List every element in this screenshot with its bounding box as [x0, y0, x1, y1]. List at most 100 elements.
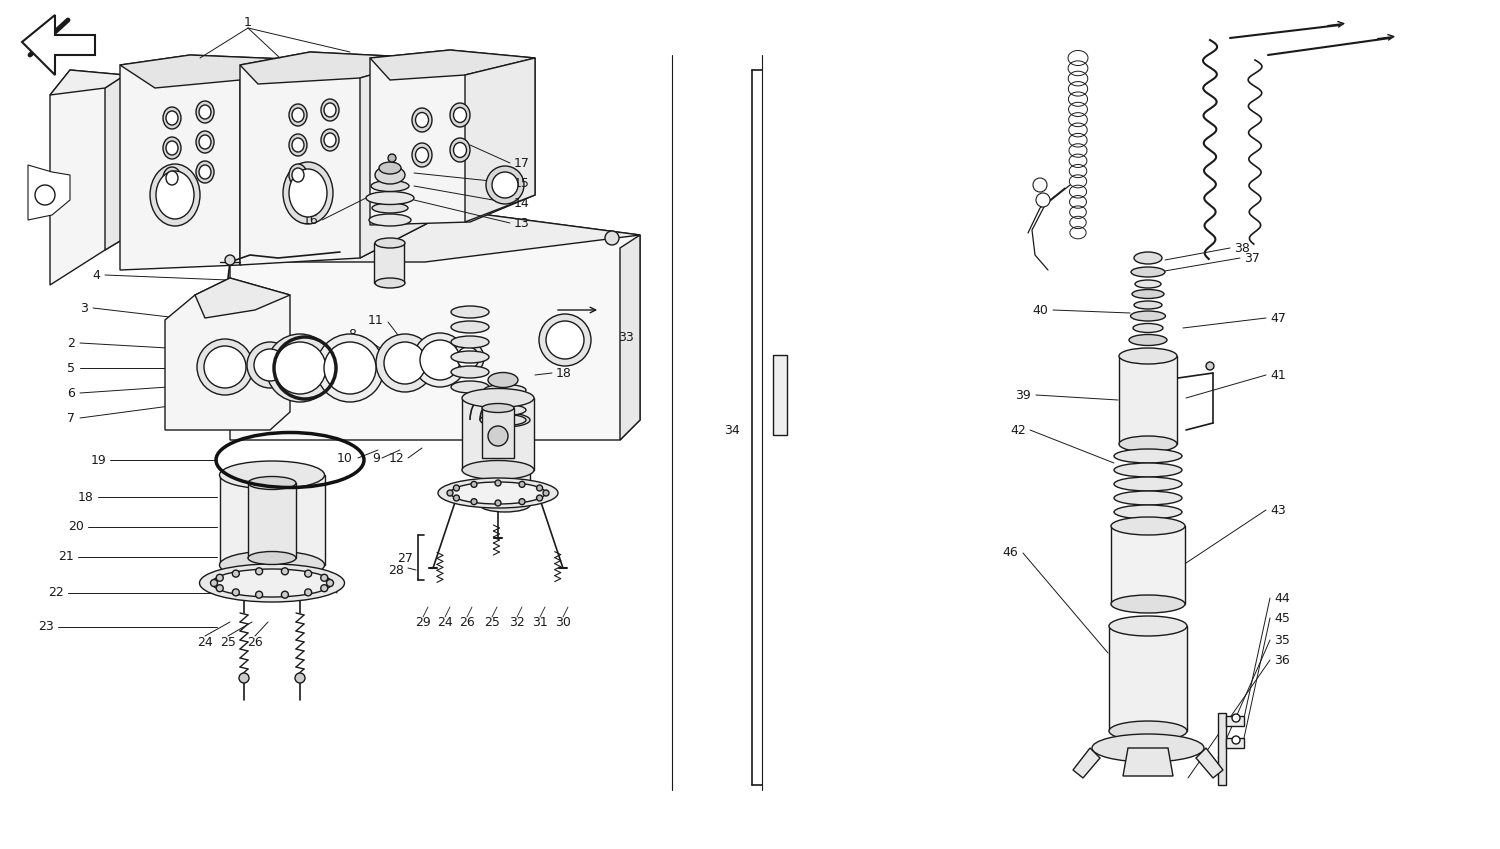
Circle shape [282, 591, 288, 599]
Ellipse shape [324, 342, 376, 394]
Ellipse shape [292, 138, 304, 152]
Text: 33: 33 [618, 330, 633, 344]
Circle shape [232, 571, 240, 577]
Polygon shape [28, 165, 70, 220]
Ellipse shape [413, 143, 432, 167]
Circle shape [304, 589, 312, 596]
Ellipse shape [1132, 323, 1162, 333]
Circle shape [488, 426, 508, 446]
Ellipse shape [452, 381, 489, 393]
Text: 27: 27 [398, 552, 412, 565]
Ellipse shape [290, 169, 327, 217]
Text: 9: 9 [372, 452, 380, 464]
Ellipse shape [1119, 436, 1178, 452]
Ellipse shape [324, 103, 336, 117]
Polygon shape [22, 15, 94, 75]
Ellipse shape [266, 334, 334, 402]
Ellipse shape [1130, 335, 1167, 346]
Polygon shape [240, 52, 430, 265]
Ellipse shape [196, 161, 214, 183]
Circle shape [216, 574, 223, 582]
Text: 1: 1 [244, 15, 252, 29]
Polygon shape [240, 60, 310, 265]
Text: 8: 8 [348, 328, 355, 340]
Circle shape [327, 580, 333, 587]
Circle shape [495, 500, 501, 506]
Ellipse shape [452, 351, 489, 363]
Bar [1108, 626, 1186, 731]
Ellipse shape [453, 108, 466, 122]
Circle shape [255, 591, 262, 599]
Ellipse shape [484, 385, 526, 396]
Polygon shape [195, 278, 290, 318]
Ellipse shape [1134, 301, 1162, 309]
Bar [248, 483, 296, 558]
Text: 11: 11 [368, 313, 382, 327]
Ellipse shape [1114, 463, 1182, 477]
Ellipse shape [450, 482, 546, 504]
Ellipse shape [450, 138, 470, 162]
Ellipse shape [1136, 280, 1161, 288]
Ellipse shape [254, 349, 286, 381]
Bar [480, 420, 530, 505]
Ellipse shape [321, 129, 339, 151]
Ellipse shape [375, 166, 405, 184]
Polygon shape [230, 210, 640, 262]
Text: 4: 4 [92, 268, 100, 282]
Ellipse shape [462, 460, 534, 480]
Text: 10: 10 [338, 452, 352, 464]
Polygon shape [1196, 748, 1222, 778]
Circle shape [1232, 736, 1240, 744]
Ellipse shape [290, 164, 308, 186]
Circle shape [321, 585, 328, 592]
Ellipse shape [1134, 252, 1162, 264]
Ellipse shape [484, 414, 526, 425]
Ellipse shape [1131, 311, 1166, 321]
Ellipse shape [1108, 721, 1186, 741]
Ellipse shape [538, 314, 591, 366]
Text: 17: 17 [514, 156, 529, 170]
Ellipse shape [486, 166, 524, 204]
Circle shape [537, 495, 543, 501]
Ellipse shape [438, 478, 558, 508]
Circle shape [1206, 362, 1214, 370]
Circle shape [238, 673, 249, 683]
Circle shape [321, 574, 328, 582]
Ellipse shape [366, 192, 414, 205]
Bar [1218, 713, 1225, 785]
Text: 16: 16 [302, 213, 318, 227]
Ellipse shape [1092, 734, 1204, 762]
Polygon shape [120, 55, 310, 88]
Circle shape [447, 490, 453, 496]
Text: 34: 34 [724, 424, 740, 436]
Ellipse shape [480, 413, 530, 427]
Text: 46: 46 [1002, 547, 1019, 559]
Text: 6: 6 [68, 386, 75, 400]
Ellipse shape [1112, 595, 1185, 613]
Polygon shape [165, 278, 290, 430]
Polygon shape [120, 55, 310, 270]
Ellipse shape [1114, 477, 1182, 491]
Text: 21: 21 [58, 550, 74, 564]
Circle shape [1034, 178, 1047, 192]
Text: 19: 19 [90, 453, 106, 466]
Text: 15: 15 [514, 177, 529, 189]
Ellipse shape [196, 131, 214, 153]
Text: 2: 2 [68, 336, 75, 350]
Circle shape [216, 585, 223, 592]
Polygon shape [240, 52, 430, 84]
Ellipse shape [284, 162, 333, 224]
Text: 39: 39 [1016, 389, 1031, 402]
Text: 26: 26 [459, 616, 476, 629]
Ellipse shape [164, 167, 182, 189]
Circle shape [388, 154, 396, 162]
Ellipse shape [413, 333, 466, 387]
Text: 12: 12 [388, 452, 404, 464]
Circle shape [471, 498, 477, 504]
Circle shape [495, 480, 501, 486]
Circle shape [604, 231, 619, 245]
Text: 31: 31 [532, 616, 548, 629]
Text: 28: 28 [388, 564, 404, 576]
Polygon shape [370, 50, 536, 80]
Ellipse shape [488, 373, 518, 387]
